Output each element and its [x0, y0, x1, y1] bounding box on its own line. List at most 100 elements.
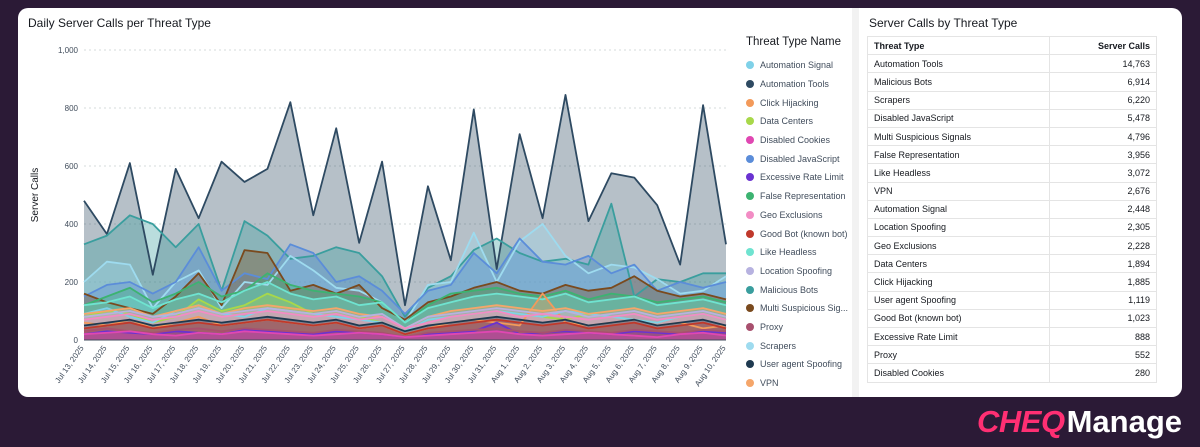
- series-line: [83, 281, 727, 324]
- table-row: User agent Spoofing 1,119: [867, 290, 1158, 310]
- legend-swatch: [746, 248, 754, 257]
- legend-swatch: [746, 360, 754, 369]
- cell-threat-type: VPN: [867, 181, 1050, 201]
- legend-item[interactable]: Good Bot (known bot): [746, 224, 856, 243]
- legend-swatch: [746, 98, 754, 107]
- legend-label: Like Headless: [760, 247, 817, 258]
- legend-swatch: [746, 266, 754, 275]
- legend-item[interactable]: Multi Suspicious Sig...: [746, 299, 856, 318]
- legend-swatch: [746, 117, 754, 126]
- table-title: Server Calls by Threat Type: [869, 16, 1018, 30]
- table-row: Malicious Bots 6,914: [867, 72, 1158, 92]
- legend-swatch: [746, 285, 754, 294]
- cell-threat-type: Disabled Cookies: [867, 363, 1050, 383]
- cheq-manage-logo: CHEQ Manage: [977, 402, 1182, 442]
- table-row: Scrapers 6,220: [867, 90, 1158, 110]
- table-row: Good Bot (known bot) 1,023: [867, 308, 1158, 329]
- legend-item[interactable]: User agent Spoofing: [746, 355, 856, 374]
- cell-threat-type: Click Hijacking: [867, 272, 1050, 292]
- cell-server-calls: 2,676: [1048, 181, 1158, 201]
- legend-item[interactable]: Disabled Cookies: [746, 131, 856, 150]
- legend-label: Disabled JavaScript: [760, 153, 840, 164]
- series-line: [83, 249, 727, 321]
- y-tick-label: 800: [65, 104, 79, 113]
- cell-server-calls: 3,072: [1048, 163, 1158, 183]
- cell-threat-type: Good Bot (known bot): [867, 308, 1050, 329]
- cell-threat-type: Scrapers: [867, 90, 1050, 110]
- legend-swatch: [746, 322, 754, 331]
- legend-label: Automation Signal: [760, 60, 834, 71]
- threat-type-table: Threat Type Server Calls Automation Tool…: [867, 35, 1158, 383]
- legend-label: Disabled Cookies: [760, 135, 831, 146]
- y-tick-label: 600: [65, 162, 79, 171]
- legend-swatch: [746, 173, 754, 182]
- cell-threat-type: Geo Exclusions: [867, 236, 1050, 256]
- table-row: Like Headless 3,072: [867, 163, 1158, 183]
- legend-label: Scrapers: [760, 340, 797, 351]
- legend-item[interactable]: Data Centers: [746, 112, 856, 131]
- cell-server-calls: 280: [1048, 363, 1158, 383]
- series-line: [83, 94, 727, 307]
- legend-item[interactable]: Disabled JavaScript: [746, 149, 856, 168]
- table-row: Click Hijacking 1,885: [867, 272, 1158, 292]
- legend-item[interactable]: Proxy: [746, 318, 856, 337]
- legend-swatch: [746, 80, 754, 89]
- series-line: [83, 315, 727, 333]
- legend-swatch: [746, 136, 754, 145]
- table-panel: Server Calls by Threat Type Threat Type …: [859, 8, 1182, 397]
- cell-server-calls: 4,796: [1048, 126, 1158, 147]
- legend-item[interactable]: Geo Exclusions: [746, 206, 856, 225]
- legend-item[interactable]: Like Headless: [746, 243, 856, 262]
- table-row: Location Spoofing 2,305: [867, 217, 1158, 238]
- series-area: [84, 282, 726, 340]
- legend-label: Geo Exclusions: [760, 209, 823, 220]
- legend-item[interactable]: Automation Tools: [746, 75, 856, 94]
- series-line: [83, 318, 727, 336]
- legend-swatch: [746, 210, 754, 219]
- table-row: False Representation 3,956: [867, 145, 1158, 165]
- legend-item[interactable]: Automation Signal: [746, 56, 856, 75]
- table-row: Proxy 552: [867, 345, 1158, 365]
- table-row: Automation Signal 2,448: [867, 199, 1158, 219]
- series-area: [84, 322, 726, 340]
- cell-server-calls: 2,448: [1048, 199, 1158, 219]
- cell-server-calls: 552: [1048, 345, 1158, 365]
- legend-swatch: [746, 192, 754, 201]
- legend-item[interactable]: Malicious Bots: [746, 280, 856, 299]
- cell-threat-type: Data Centers: [867, 254, 1050, 274]
- y-tick-label: 1,000: [58, 46, 79, 55]
- table-row: Geo Exclusions 2,228: [867, 236, 1158, 256]
- table-row: VPN 2,676: [867, 181, 1158, 201]
- legend-swatch: [746, 61, 754, 70]
- series-area: [84, 94, 726, 340]
- cell-threat-type: Proxy: [867, 345, 1050, 365]
- legend-swatch: [746, 229, 754, 238]
- cell-threat-type: Automation Tools: [867, 54, 1050, 74]
- cell-threat-type: Malicious Bots: [867, 72, 1050, 92]
- legend-item[interactable]: VPN: [746, 374, 856, 393]
- legend-label: VPN: [760, 378, 779, 389]
- column-header-server-calls[interactable]: Server Calls: [1048, 35, 1158, 56]
- cell-threat-type: Automation Signal: [867, 199, 1050, 219]
- legend-item[interactable]: Location Spoofing: [746, 262, 856, 281]
- legend-item[interactable]: Click Hijacking: [746, 93, 856, 112]
- cell-server-calls: 1,894: [1048, 254, 1158, 274]
- legend-item[interactable]: Scrapers: [746, 336, 856, 355]
- legend-label: Click Hijacking: [760, 97, 819, 108]
- cell-threat-type: Disabled JavaScript: [867, 108, 1050, 128]
- legend-label: False Representation: [760, 191, 846, 202]
- series-line: [83, 310, 727, 330]
- legend-label: Multi Suspicious Sig...: [760, 303, 849, 314]
- table-row: Automation Tools 14,763: [867, 54, 1158, 74]
- brand-manage: Manage: [1066, 404, 1182, 439]
- chart-panel: Daily Server Calls per Threat Type 0 200 4…: [18, 8, 852, 397]
- table-row: Multi Suspicious Signals 4,796: [867, 126, 1158, 147]
- table-header-row: Threat Type Server Calls: [867, 35, 1158, 56]
- cell-server-calls: 2,228: [1048, 236, 1158, 256]
- legend-label: Proxy: [760, 321, 784, 332]
- column-header-threat-type[interactable]: Threat Type: [867, 35, 1050, 56]
- legend-item[interactable]: False Representation: [746, 187, 856, 206]
- legend-item[interactable]: Excessive Rate Limit: [746, 168, 856, 187]
- legend-swatch: [746, 341, 754, 350]
